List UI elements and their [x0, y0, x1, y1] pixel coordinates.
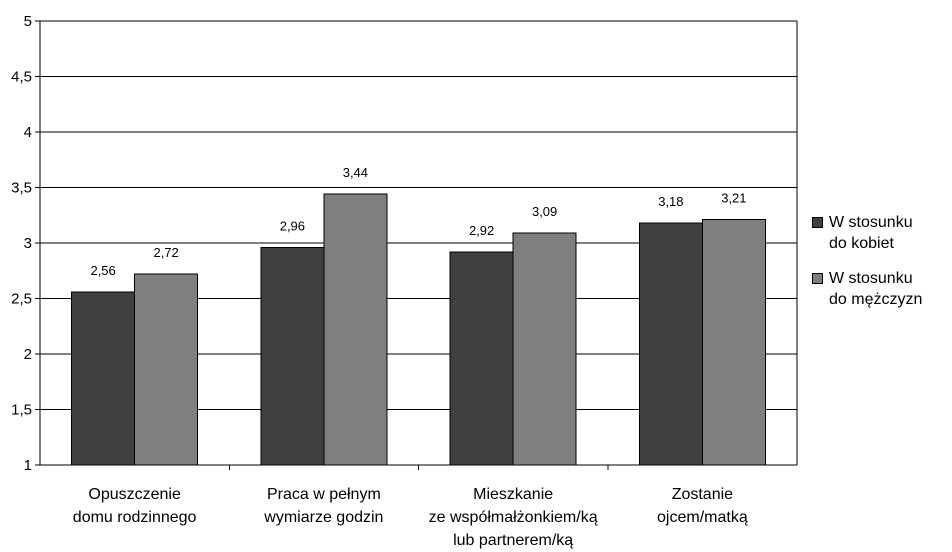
category-label-line: ojcem/matką: [657, 509, 748, 526]
legend-label-mezczyzn-line2: do mężczyzn: [829, 291, 923, 308]
legend-swatch-mezczyzn: [812, 273, 823, 284]
axes-group: [35, 20, 798, 470]
data-label: 2,56: [90, 263, 115, 278]
y-tick-label: 3: [24, 235, 32, 252]
legend-label-kobiet-line1: W stosunku: [829, 214, 913, 231]
bar: [512, 232, 577, 466]
bar: [449, 251, 514, 466]
category-labels-group: Opuszczenie domu rodzinnego Praca w pełnym…: [73, 486, 748, 549]
y-tick-label: 3,5: [11, 180, 32, 197]
legend: W stosunku do kobiet W stosunku do mężcz…: [812, 212, 952, 324]
y-tick-label: 5: [24, 13, 32, 30]
bar: [638, 222, 703, 466]
data-label: 3,21: [721, 191, 746, 206]
bar: [71, 291, 136, 466]
y-tick-label: 2: [24, 346, 32, 363]
data-label: 3,18: [658, 194, 683, 209]
legend-label-mezczyzn-line1: W stosunku: [829, 270, 913, 287]
data-label: 2,92: [469, 223, 494, 238]
y-tick-label: 1,5: [11, 402, 32, 419]
category-label-line: ze współmałżonkiem/ką: [429, 509, 598, 526]
data-label: 2,72: [153, 245, 178, 260]
category-label-line: domu rodzinnego: [73, 509, 197, 526]
bar: [260, 246, 325, 466]
category-label-line: Mieszkanie: [473, 486, 553, 503]
bar: [701, 219, 766, 466]
y-tick-label: 4: [24, 124, 32, 141]
y-tick-label: 1: [24, 457, 32, 474]
legend-label-kobiet-line2: do kobiet: [829, 235, 894, 252]
category-label: Zostanie ojcem/matką: [657, 486, 748, 526]
data-label: 3,44: [343, 165, 368, 180]
category-label-line: Zostanie: [672, 486, 733, 503]
bar: [323, 193, 388, 466]
legend-item-mezczyzn: W stosunku do mężczyzn: [812, 268, 952, 310]
category-label: Mieszkanie ze współmałżonkiem/ką lub partn…: [429, 486, 598, 549]
category-label-line: lub partnerem/ką: [453, 532, 573, 549]
category-label-line: wymiarze godzin: [263, 509, 383, 526]
legend-item-kobiet: W stosunku do kobiet: [812, 212, 952, 254]
y-tick-labels-group: 1 1,5 2 2,5 3 3,5 4 4,5 5: [11, 13, 32, 474]
data-label: 3,09: [532, 204, 557, 219]
category-label-line: Opuszczenie: [88, 486, 181, 503]
bar: [134, 273, 199, 466]
data-label: 2,96: [280, 218, 305, 233]
category-label: Praca w pełnym wymiarze godzin: [263, 486, 383, 526]
y-tick-label: 4,5: [11, 69, 32, 86]
category-label: Opuszczenie domu rodzinnego: [73, 486, 197, 526]
data-labels-group: 2,56 2,72 2,96 3,44 2,92 3,09 3,18 3,21: [90, 165, 746, 278]
bars-group: [71, 193, 766, 466]
legend-swatch-kobiet: [812, 217, 823, 228]
category-label-line: Praca w pełnym: [267, 486, 381, 503]
y-tick-label: 2,5: [11, 291, 32, 308]
